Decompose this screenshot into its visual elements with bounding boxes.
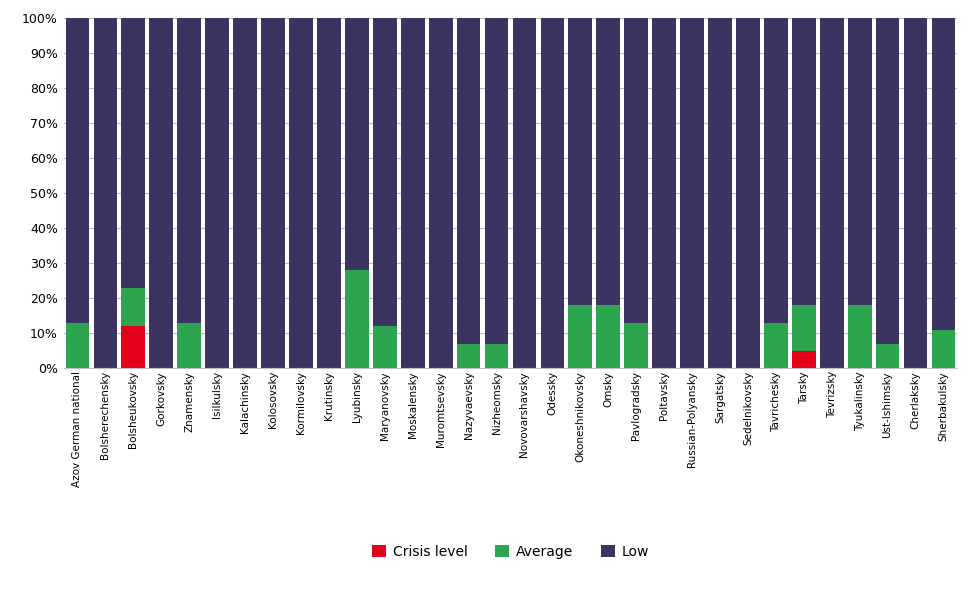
Bar <box>373 18 397 326</box>
Bar <box>624 323 648 368</box>
Bar <box>121 326 146 368</box>
Bar <box>596 18 620 305</box>
Bar <box>456 18 481 344</box>
Bar <box>904 18 927 368</box>
Bar <box>875 344 900 368</box>
Bar <box>736 18 760 368</box>
Bar <box>624 18 648 323</box>
Bar <box>149 18 173 368</box>
Bar <box>234 18 257 368</box>
Bar <box>178 18 201 323</box>
Bar <box>708 18 732 368</box>
Bar <box>317 18 341 368</box>
Bar <box>456 344 481 368</box>
Bar <box>401 18 425 368</box>
Bar <box>792 18 816 305</box>
Bar <box>65 323 89 368</box>
Bar <box>345 18 368 270</box>
Bar <box>875 18 900 344</box>
Bar <box>205 18 229 368</box>
Bar <box>932 330 956 368</box>
Bar <box>65 18 89 323</box>
Bar <box>373 326 397 368</box>
Bar <box>121 287 146 326</box>
Bar <box>680 18 704 368</box>
Bar <box>345 270 368 368</box>
Bar <box>653 18 676 368</box>
Legend: Crisis level, Average, Low: Crisis level, Average, Low <box>366 539 655 565</box>
Bar <box>848 305 871 368</box>
Bar <box>485 344 508 368</box>
Bar <box>792 350 816 368</box>
Bar <box>513 18 536 368</box>
Bar <box>848 18 871 305</box>
Bar <box>261 18 285 368</box>
Bar <box>429 18 452 368</box>
Bar <box>485 18 508 344</box>
Bar <box>792 305 816 350</box>
Bar <box>569 18 592 305</box>
Bar <box>178 323 201 368</box>
Bar <box>820 18 843 368</box>
Bar <box>764 18 787 323</box>
Bar <box>569 305 592 368</box>
Bar <box>121 18 146 287</box>
Bar <box>289 18 313 368</box>
Bar <box>94 18 117 368</box>
Bar <box>932 18 956 330</box>
Bar <box>596 305 620 368</box>
Bar <box>764 323 787 368</box>
Bar <box>540 18 565 368</box>
